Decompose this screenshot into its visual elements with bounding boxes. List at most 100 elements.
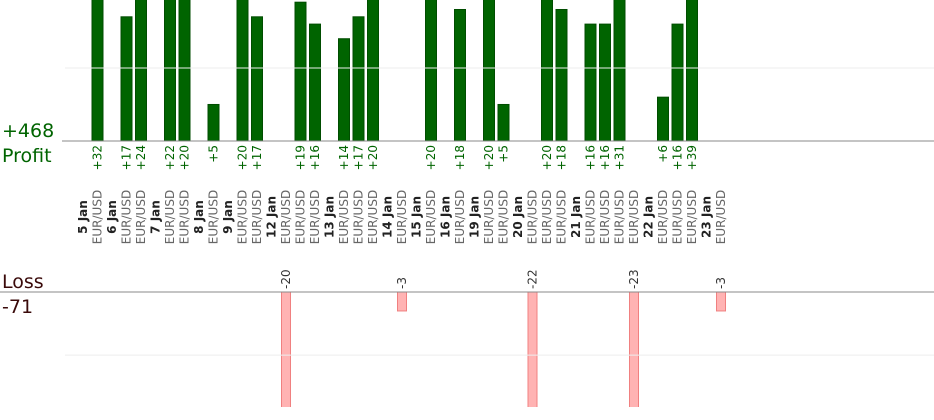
profit-title: Profit bbox=[2, 145, 52, 167]
date-label: 12 Jan bbox=[265, 196, 279, 238]
profit-bar bbox=[338, 38, 350, 141]
pair-label: EUR/USD bbox=[584, 190, 598, 244]
value-label: +18 bbox=[453, 145, 467, 170]
loss-bar bbox=[716, 292, 726, 312]
date-label: 22 Jan bbox=[642, 196, 656, 238]
value-label: +16 bbox=[584, 145, 598, 170]
profit-bar bbox=[613, 0, 626, 141]
profit-bar bbox=[541, 0, 553, 141]
value-label: +5 bbox=[207, 145, 221, 163]
value-label: -23 bbox=[627, 269, 641, 289]
profit-total: +468 bbox=[2, 120, 54, 142]
profit-bar bbox=[207, 103, 220, 141]
profit-bar bbox=[367, 0, 379, 141]
value-label: +31 bbox=[613, 145, 627, 170]
loss-bars bbox=[281, 292, 726, 407]
value-label: +14 bbox=[337, 145, 351, 170]
value-label: -3 bbox=[395, 277, 409, 289]
value-label: +20 bbox=[178, 145, 192, 170]
date-label: 9 Jan bbox=[221, 200, 235, 234]
pair-label: EUR/USD bbox=[352, 190, 366, 244]
pair-label: EUR/USD bbox=[163, 190, 177, 244]
value-label: +17 bbox=[352, 145, 366, 170]
date-label: 21 Jan bbox=[569, 196, 583, 238]
date-label: 8 Jan bbox=[192, 200, 206, 234]
pair-label: EUR/USD bbox=[555, 190, 569, 244]
pair-label: EUR/USD bbox=[526, 190, 540, 244]
pair-label: EUR/USD bbox=[337, 190, 351, 244]
profit-bar bbox=[454, 8, 466, 141]
profit-bar bbox=[555, 8, 568, 141]
value-label: +18 bbox=[555, 145, 569, 170]
pair-label: EUR/USD bbox=[134, 190, 148, 244]
pair-label: EUR/USD bbox=[366, 190, 380, 244]
profit-bars bbox=[91, 0, 698, 141]
value-label: +20 bbox=[424, 145, 438, 170]
profit-bar bbox=[294, 1, 307, 141]
pair-label: EUR/USD bbox=[178, 190, 192, 244]
profit-bar bbox=[686, 0, 698, 141]
value-label: +6 bbox=[656, 145, 670, 163]
pair-label: EUR/USD bbox=[308, 190, 322, 244]
value-label: -20 bbox=[279, 269, 293, 289]
value-label: +24 bbox=[134, 145, 148, 170]
loss-bar bbox=[527, 292, 538, 407]
value-label: +20 bbox=[366, 145, 380, 170]
profit-bar bbox=[135, 0, 147, 141]
pair-label: EUR/USD bbox=[236, 190, 250, 244]
pair-label: EUR/USD bbox=[279, 190, 293, 244]
value-label: +20 bbox=[482, 145, 496, 170]
value-label: +17 bbox=[120, 145, 134, 170]
pair-label: EUR/USD bbox=[598, 190, 612, 244]
profit-bar bbox=[497, 103, 510, 141]
pair-label: EUR/USD bbox=[207, 190, 221, 244]
loss-bar bbox=[397, 292, 407, 312]
loss-total: -71 bbox=[2, 296, 33, 318]
profit-bar bbox=[657, 96, 669, 141]
value-label: +32 bbox=[91, 145, 105, 170]
date-label: 5 Jan bbox=[76, 200, 90, 234]
pair-label: EUR/USD bbox=[453, 190, 467, 244]
pair-label: EUR/USD bbox=[540, 190, 554, 244]
pair-label: EUR/USD bbox=[613, 190, 627, 244]
value-label: +20 bbox=[236, 145, 250, 170]
profit-bar bbox=[236, 0, 249, 141]
date-label: 23 Jan bbox=[700, 196, 714, 238]
profit-bar bbox=[91, 0, 104, 141]
pair-label: EUR/USD bbox=[395, 190, 409, 244]
profit-bar bbox=[164, 0, 176, 141]
pair-label: EUR/USD bbox=[497, 190, 511, 244]
date-label: 7 Jan bbox=[149, 200, 163, 234]
loss-bar bbox=[629, 292, 639, 407]
profit-bar bbox=[120, 16, 133, 141]
profit-bar bbox=[309, 23, 321, 141]
value-label: +20 bbox=[540, 145, 554, 170]
value-label: +5 bbox=[497, 145, 511, 163]
value-label: +19 bbox=[294, 145, 308, 170]
profit-bar bbox=[671, 23, 684, 141]
value-label: +22 bbox=[163, 145, 177, 170]
value-label: +17 bbox=[250, 145, 264, 170]
pair-label: EUR/USD bbox=[424, 190, 438, 244]
pair-label: EUR/USD bbox=[120, 190, 134, 244]
date-label: 16 Jan bbox=[439, 196, 453, 238]
profit-bar bbox=[352, 16, 365, 141]
pair-label: EUR/USD bbox=[671, 190, 685, 244]
profit-bar bbox=[483, 0, 495, 141]
loss-title: Loss bbox=[2, 271, 44, 293]
profit-bar bbox=[178, 0, 191, 141]
date-label: 15 Jan bbox=[410, 196, 424, 238]
profit-bar bbox=[584, 23, 597, 141]
value-label: +16 bbox=[308, 145, 322, 170]
date-label: 20 Jan bbox=[511, 196, 525, 238]
value-label: +39 bbox=[685, 145, 699, 170]
pair-label: EUR/USD bbox=[250, 190, 264, 244]
value-label: -22 bbox=[526, 269, 540, 289]
pair-label: EUR/USD bbox=[627, 190, 641, 244]
date-label: 19 Jan bbox=[468, 196, 482, 238]
value-label: -3 bbox=[714, 277, 728, 289]
pair-label: EUR/USD bbox=[91, 190, 105, 244]
date-label: 6 Jan bbox=[105, 200, 119, 234]
pair-label: EUR/USD bbox=[482, 190, 496, 244]
